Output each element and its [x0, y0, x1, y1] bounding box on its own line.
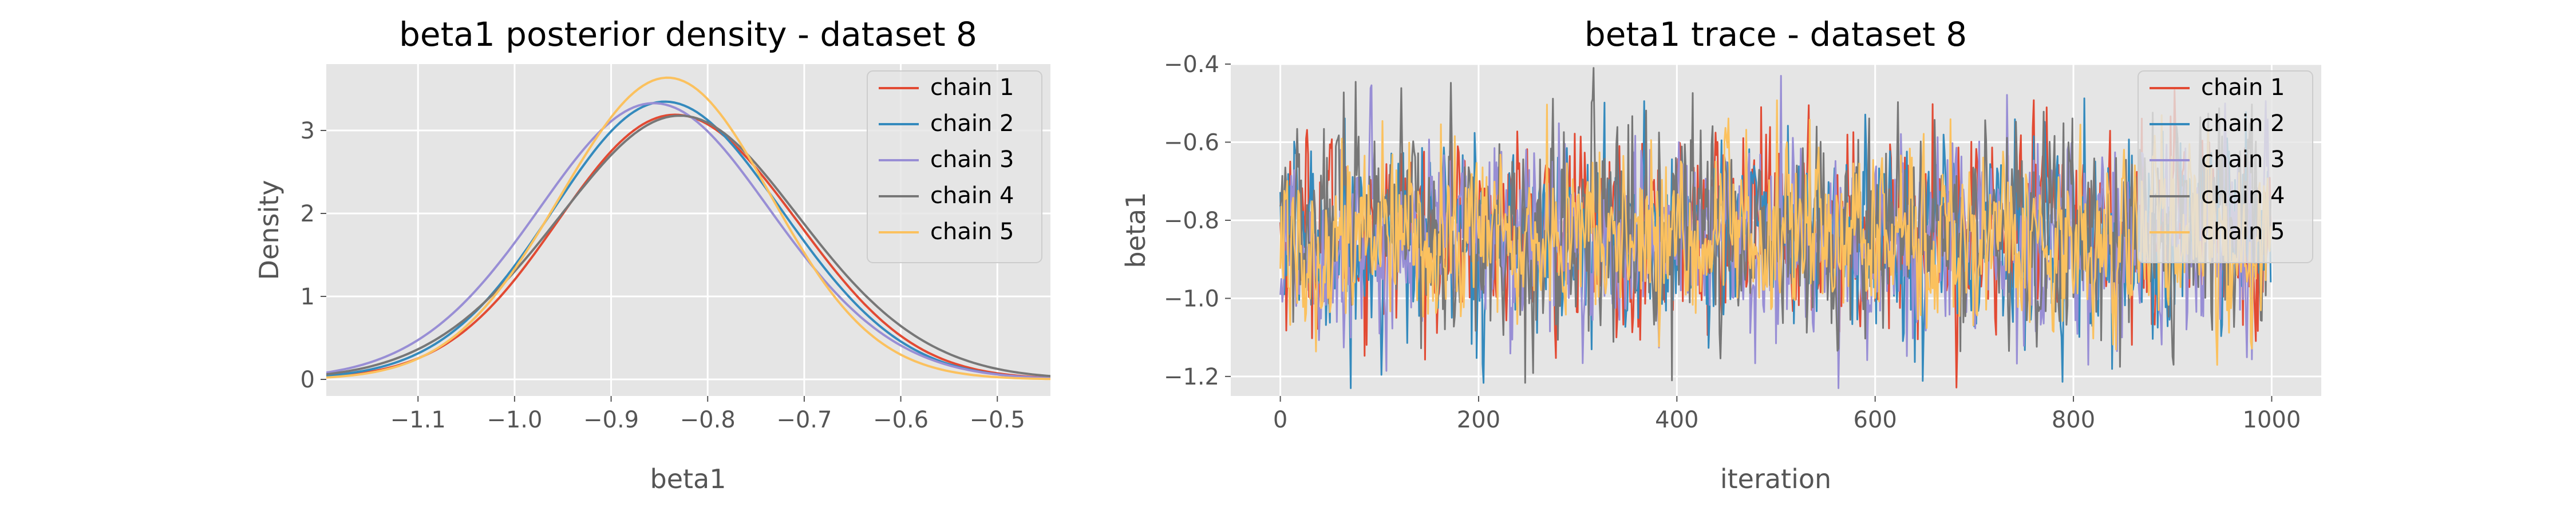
trace-x-tick-label: 800 [2052, 407, 2095, 433]
density-legend-label: chain 5 [930, 219, 1014, 245]
trace-legend-label: chain 1 [2201, 74, 2285, 101]
trace-x-tick-label: 200 [1457, 407, 1500, 433]
density-legend-label: chain 4 [930, 183, 1014, 209]
trace-chart-title: beta1 trace - dataset 8 [1585, 15, 1967, 54]
trace-lines [1279, 67, 2272, 389]
trace-legend-box [2138, 70, 2313, 263]
trace-tick-labels: 0 200 400 600 800 1000 −1.2 −1.0 −0.8 −0.6 −0.4 [1164, 52, 2301, 433]
density-x-tick-label: −0.7 [776, 407, 832, 433]
density-x-tick-label: −0.9 [583, 407, 639, 433]
trace-legend-label: chain 4 [2201, 183, 2285, 209]
density-y-tick-label: 0 [301, 367, 315, 393]
density-legend-label: chain 3 [930, 146, 1014, 173]
density-legend-box [867, 70, 1042, 263]
trace-x-axis-label: iteration [1720, 464, 1831, 494]
density-y-tick-label: 3 [301, 118, 315, 144]
density-series-line-chain-2 [326, 100, 1050, 379]
trace-y-axis-label: beta1 [1120, 192, 1151, 268]
trace-x-tick-label: 0 [1273, 407, 1287, 433]
density-legend-label: chain 1 [930, 74, 1014, 101]
density-x-tick-label: −0.6 [873, 407, 929, 433]
trace-legend-label: chain 5 [2201, 219, 2285, 245]
trace-chart: 0 200 400 600 800 1000 −1.2 −1.0 −0.8 −0.6 −0.4 be… [1120, 15, 2321, 494]
density-x-tick-label: −1.0 [487, 407, 542, 433]
trace-legend-label: chain 3 [2201, 146, 2285, 173]
trace-y-tick-label: −0.8 [1164, 208, 1219, 234]
density-x-tick-label: −0.5 [970, 407, 1025, 433]
trace-x-tick-label: 600 [1854, 407, 1897, 433]
trace-series-line-chain-5 [1279, 99, 2272, 366]
trace-x-tick-label: 400 [1655, 407, 1698, 433]
density-curves [326, 76, 1050, 381]
density-y-tick-label: 1 [301, 284, 315, 310]
density-y-tick-label: 2 [301, 201, 315, 227]
density-chart-title: beta1 posterior density - dataset 8 [399, 15, 977, 54]
density-x-tick-label: −1.1 [390, 407, 446, 433]
trace-x-tick-label: 1000 [2243, 407, 2301, 433]
trace-legend-label: chain 2 [2201, 110, 2285, 137]
density-chart: −1.1 −1.0 −0.9 −0.8 −0.7 −0.6 −0.5 0 1 2 3 beta1 p… [254, 15, 1050, 494]
density-series-line-chain-4 [326, 114, 1050, 378]
trace-y-tick-label: −1.2 [1164, 364, 1219, 390]
trace-y-tick-label: −0.6 [1164, 129, 1219, 156]
density-legend: chain 1 chain 2 chain 3 chain 4 chain 5 [867, 70, 1042, 263]
density-legend-label: chain 2 [930, 110, 1014, 137]
density-tick-labels: −1.1 −1.0 −0.9 −0.8 −0.7 −0.6 −0.5 0 1 2 3 [301, 118, 1025, 433]
density-y-axis-label: Density [254, 180, 285, 280]
trace-y-tick-label: −1.0 [1164, 286, 1219, 312]
trace-y-tick-label: −0.4 [1164, 52, 1219, 78]
density-x-tick-label: −0.8 [680, 407, 736, 433]
density-x-axis-label: beta1 [650, 464, 726, 494]
trace-legend: chain 1 chain 2 chain 3 chain 4 chain 5 [2138, 70, 2313, 263]
density-series-line-chain-5 [326, 76, 1050, 381]
